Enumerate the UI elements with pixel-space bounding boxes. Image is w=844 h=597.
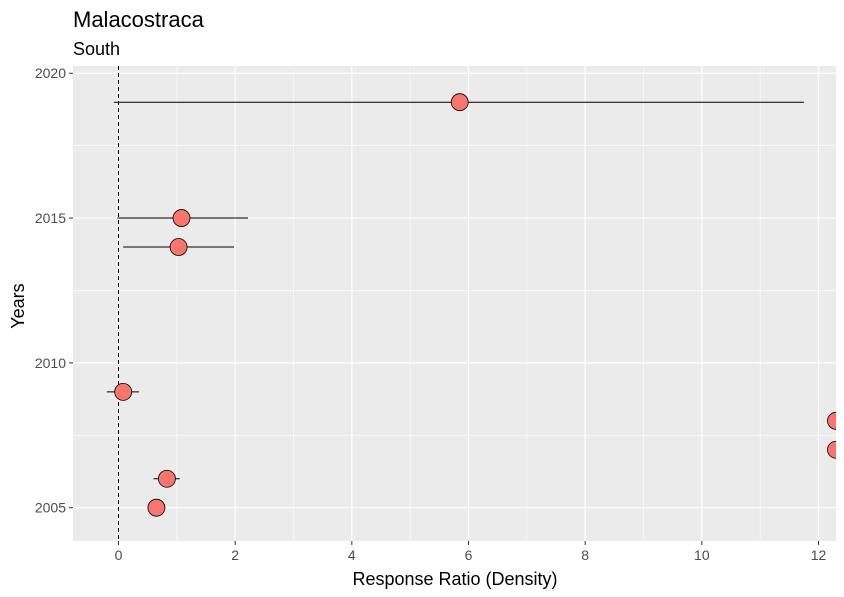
plot-panel	[73, 66, 836, 541]
chart-title: Malacostraca	[73, 7, 205, 32]
y-tick-label: 2020	[35, 65, 66, 81]
x-axis-ticks: 0 2 4 6 8 10 12	[115, 541, 827, 563]
data-point	[450, 93, 469, 112]
data-point	[158, 469, 176, 488]
x-tick-label: 10	[694, 547, 710, 563]
data-points	[114, 93, 836, 517]
data-point	[147, 498, 166, 517]
x-tick-label: 8	[581, 547, 589, 563]
data-point	[169, 238, 188, 256]
y-tick-label: 2015	[35, 210, 66, 226]
y-tick-label: 2010	[35, 355, 66, 371]
x-tick-label: 4	[348, 547, 356, 563]
data-point	[827, 411, 836, 430]
x-axis-label: Response Ratio (Density)	[352, 569, 557, 589]
chart-subtitle: South	[73, 39, 120, 59]
x-tick-label: 2	[231, 547, 239, 563]
y-axis-ticks: 2005 2010 2015 2020	[35, 65, 73, 516]
x-tick-label: 0	[115, 547, 123, 563]
x-tick-label: 12	[811, 547, 827, 563]
x-tick-label: 6	[465, 547, 473, 563]
grid-minor	[73, 66, 836, 541]
data-point	[827, 440, 836, 459]
data-point	[114, 382, 133, 401]
y-tick-label: 2005	[35, 500, 66, 516]
y-axis-label: Years	[8, 283, 28, 328]
data-point	[172, 209, 191, 227]
